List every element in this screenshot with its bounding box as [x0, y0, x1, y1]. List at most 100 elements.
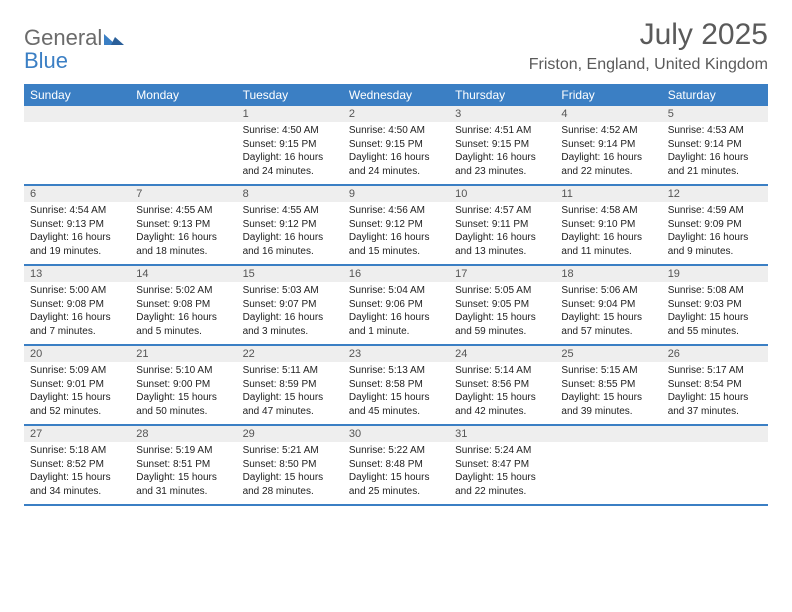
day-cell: 7Sunrise: 4:55 AMSunset: 9:13 PMDaylight… — [130, 186, 236, 264]
sunrise-text: Sunrise: 5:21 AM — [243, 444, 337, 458]
day-body: Sunrise: 5:09 AMSunset: 9:01 PMDaylight:… — [24, 362, 130, 422]
day-body: Sunrise: 4:55 AMSunset: 9:12 PMDaylight:… — [237, 202, 343, 262]
day-body: Sunrise: 5:15 AMSunset: 8:55 PMDaylight:… — [555, 362, 661, 422]
daylight-text-2: and 45 minutes. — [349, 405, 443, 419]
daylight-text-2: and 55 minutes. — [668, 325, 762, 339]
daylight-text-1: Daylight: 16 hours — [243, 231, 337, 245]
day-cell: 2Sunrise: 4:50 AMSunset: 9:15 PMDaylight… — [343, 106, 449, 184]
week-row: 27Sunrise: 5:18 AMSunset: 8:52 PMDayligh… — [24, 426, 768, 506]
week-row: 1Sunrise: 4:50 AMSunset: 9:15 PMDaylight… — [24, 106, 768, 186]
sunset-text: Sunset: 9:05 PM — [455, 298, 549, 312]
day-number — [555, 426, 661, 442]
day-body: Sunrise: 4:58 AMSunset: 9:10 PMDaylight:… — [555, 202, 661, 262]
week-row: 20Sunrise: 5:09 AMSunset: 9:01 PMDayligh… — [24, 346, 768, 426]
daylight-text-1: Daylight: 15 hours — [30, 471, 124, 485]
day-cell: 11Sunrise: 4:58 AMSunset: 9:10 PMDayligh… — [555, 186, 661, 264]
sunset-text: Sunset: 9:14 PM — [561, 138, 655, 152]
sunrise-text: Sunrise: 5:05 AM — [455, 284, 549, 298]
dow-wednesday: Wednesday — [343, 84, 449, 106]
sunrise-text: Sunrise: 5:04 AM — [349, 284, 443, 298]
day-number: 22 — [237, 346, 343, 362]
day-cell: 15Sunrise: 5:03 AMSunset: 9:07 PMDayligh… — [237, 266, 343, 344]
day-number: 21 — [130, 346, 236, 362]
day-number: 8 — [237, 186, 343, 202]
day-body: Sunrise: 5:11 AMSunset: 8:59 PMDaylight:… — [237, 362, 343, 422]
daylight-text-1: Daylight: 15 hours — [349, 391, 443, 405]
sunset-text: Sunset: 8:55 PM — [561, 378, 655, 392]
day-cell: 14Sunrise: 5:02 AMSunset: 9:08 PMDayligh… — [130, 266, 236, 344]
day-cell: 22Sunrise: 5:11 AMSunset: 8:59 PMDayligh… — [237, 346, 343, 424]
logo-icon — [104, 26, 124, 49]
sunset-text: Sunset: 9:01 PM — [30, 378, 124, 392]
day-cell: 19Sunrise: 5:08 AMSunset: 9:03 PMDayligh… — [662, 266, 768, 344]
logo-text-2: Blue — [24, 48, 68, 73]
daylight-text-2: and 25 minutes. — [349, 485, 443, 499]
day-cell: 1Sunrise: 4:50 AMSunset: 9:15 PMDaylight… — [237, 106, 343, 184]
daylight-text-2: and 57 minutes. — [561, 325, 655, 339]
sunrise-text: Sunrise: 5:06 AM — [561, 284, 655, 298]
week-row: 6Sunrise: 4:54 AMSunset: 9:13 PMDaylight… — [24, 186, 768, 266]
day-number — [24, 106, 130, 122]
sunrise-text: Sunrise: 4:57 AM — [455, 204, 549, 218]
dow-saturday: Saturday — [662, 84, 768, 106]
day-cell-empty — [662, 426, 768, 504]
daylight-text-1: Daylight: 15 hours — [136, 471, 230, 485]
sunrise-text: Sunrise: 4:54 AM — [30, 204, 124, 218]
day-body: Sunrise: 4:50 AMSunset: 9:15 PMDaylight:… — [343, 122, 449, 182]
daylight-text-1: Daylight: 15 hours — [243, 471, 337, 485]
day-number: 17 — [449, 266, 555, 282]
daylight-text-1: Daylight: 16 hours — [668, 151, 762, 165]
daylight-text-1: Daylight: 16 hours — [349, 231, 443, 245]
daylight-text-1: Daylight: 16 hours — [136, 311, 230, 325]
daylight-text-2: and 24 minutes. — [243, 165, 337, 179]
sunrise-text: Sunrise: 5:08 AM — [668, 284, 762, 298]
day-body: Sunrise: 5:24 AMSunset: 8:47 PMDaylight:… — [449, 442, 555, 502]
location-text: Friston, England, United Kingdom — [529, 56, 768, 74]
day-body: Sunrise: 5:13 AMSunset: 8:58 PMDaylight:… — [343, 362, 449, 422]
sunrise-text: Sunrise: 5:00 AM — [30, 284, 124, 298]
daylight-text-2: and 23 minutes. — [455, 165, 549, 179]
day-number: 4 — [555, 106, 661, 122]
daylight-text-2: and 1 minute. — [349, 325, 443, 339]
sunrise-text: Sunrise: 4:58 AM — [561, 204, 655, 218]
day-number: 12 — [662, 186, 768, 202]
sunrise-text: Sunrise: 5:02 AM — [136, 284, 230, 298]
day-cell: 29Sunrise: 5:21 AMSunset: 8:50 PMDayligh… — [237, 426, 343, 504]
day-cell: 18Sunrise: 5:06 AMSunset: 9:04 PMDayligh… — [555, 266, 661, 344]
daylight-text-2: and 59 minutes. — [455, 325, 549, 339]
daylight-text-2: and 42 minutes. — [455, 405, 549, 419]
daylight-text-1: Daylight: 15 hours — [455, 391, 549, 405]
day-cell: 17Sunrise: 5:05 AMSunset: 9:05 PMDayligh… — [449, 266, 555, 344]
day-cell: 30Sunrise: 5:22 AMSunset: 8:48 PMDayligh… — [343, 426, 449, 504]
day-body: Sunrise: 5:05 AMSunset: 9:05 PMDaylight:… — [449, 282, 555, 342]
sunrise-text: Sunrise: 4:53 AM — [668, 124, 762, 138]
day-body: Sunrise: 4:59 AMSunset: 9:09 PMDaylight:… — [662, 202, 768, 262]
day-body: Sunrise: 4:53 AMSunset: 9:14 PMDaylight:… — [662, 122, 768, 182]
sunrise-text: Sunrise: 5:24 AM — [455, 444, 549, 458]
day-body — [130, 122, 236, 128]
daylight-text-2: and 31 minutes. — [136, 485, 230, 499]
day-body — [662, 442, 768, 448]
dow-monday: Monday — [130, 84, 236, 106]
daylight-text-1: Daylight: 16 hours — [136, 231, 230, 245]
day-cell: 20Sunrise: 5:09 AMSunset: 9:01 PMDayligh… — [24, 346, 130, 424]
dow-friday: Friday — [555, 84, 661, 106]
sunset-text: Sunset: 8:47 PM — [455, 458, 549, 472]
day-cell: 28Sunrise: 5:19 AMSunset: 8:51 PMDayligh… — [130, 426, 236, 504]
header: GeneralBlue July 2025 Friston, England, … — [24, 18, 768, 74]
daylight-text-2: and 16 minutes. — [243, 245, 337, 259]
daylight-text-1: Daylight: 16 hours — [30, 311, 124, 325]
day-number: 5 — [662, 106, 768, 122]
sunset-text: Sunset: 9:06 PM — [349, 298, 443, 312]
sunset-text: Sunset: 8:50 PM — [243, 458, 337, 472]
day-cell: 12Sunrise: 4:59 AMSunset: 9:09 PMDayligh… — [662, 186, 768, 264]
day-number — [130, 106, 236, 122]
sunset-text: Sunset: 9:08 PM — [136, 298, 230, 312]
sunset-text: Sunset: 8:51 PM — [136, 458, 230, 472]
day-cell: 4Sunrise: 4:52 AMSunset: 9:14 PMDaylight… — [555, 106, 661, 184]
sunset-text: Sunset: 9:03 PM — [668, 298, 762, 312]
day-number: 7 — [130, 186, 236, 202]
daylight-text-2: and 18 minutes. — [136, 245, 230, 259]
week-row: 13Sunrise: 5:00 AMSunset: 9:08 PMDayligh… — [24, 266, 768, 346]
day-cell: 10Sunrise: 4:57 AMSunset: 9:11 PMDayligh… — [449, 186, 555, 264]
